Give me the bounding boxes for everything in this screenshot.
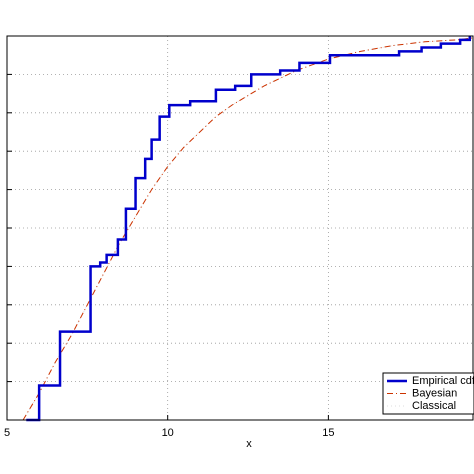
legend-label: Empirical cdf bbox=[412, 375, 474, 387]
series-line bbox=[26, 36, 472, 422]
x-tick-label: 15 bbox=[322, 427, 334, 439]
x-tick-label: 5 bbox=[4, 427, 10, 439]
x-axis-label: x bbox=[246, 438, 252, 450]
plot-frame bbox=[6, 35, 474, 421]
series-line bbox=[22, 37, 474, 421]
legend-label: Classical bbox=[412, 400, 456, 412]
legend-label: Bayesian bbox=[412, 387, 457, 399]
x-tick-label: 10 bbox=[162, 427, 174, 439]
